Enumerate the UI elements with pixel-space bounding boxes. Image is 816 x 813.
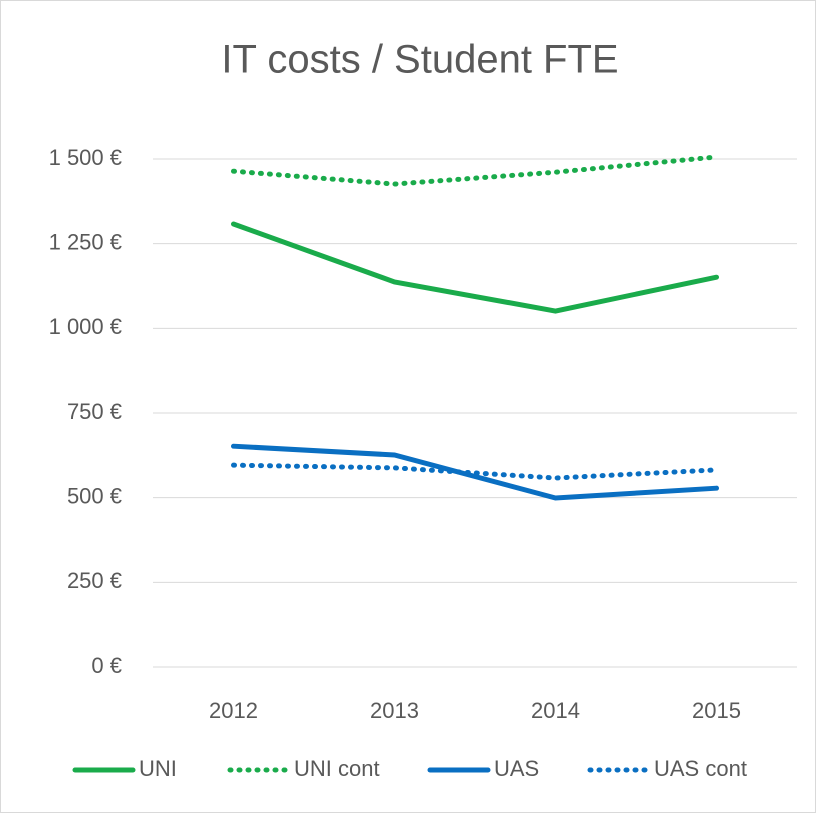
x-tick-label: 2015 (692, 698, 741, 723)
legend-label: UAS (494, 756, 539, 781)
series-line (231, 154, 719, 187)
y-tick-label: 0 € (91, 653, 122, 678)
series-line (231, 443, 719, 501)
legend-label: UNI (139, 756, 177, 781)
y-tick-label: 1 250 € (49, 229, 122, 254)
y-tick-label: 1 000 € (49, 314, 122, 339)
legend-label: UNI cont (294, 756, 380, 781)
x-tick-label: 2012 (209, 698, 258, 723)
x-tick-label: 2014 (531, 698, 580, 723)
y-tick-label: 500 € (67, 483, 122, 508)
y-tick-label: 1 500 € (49, 145, 122, 170)
x-tick-label: 2013 (370, 698, 419, 723)
legend-label: UAS cont (654, 756, 747, 781)
y-tick-label: 750 € (67, 399, 122, 424)
y-tick-label: 250 € (67, 568, 122, 593)
chart-title: IT costs / Student FTE (221, 38, 618, 82)
series-line (231, 462, 719, 481)
series-line (231, 221, 719, 314)
